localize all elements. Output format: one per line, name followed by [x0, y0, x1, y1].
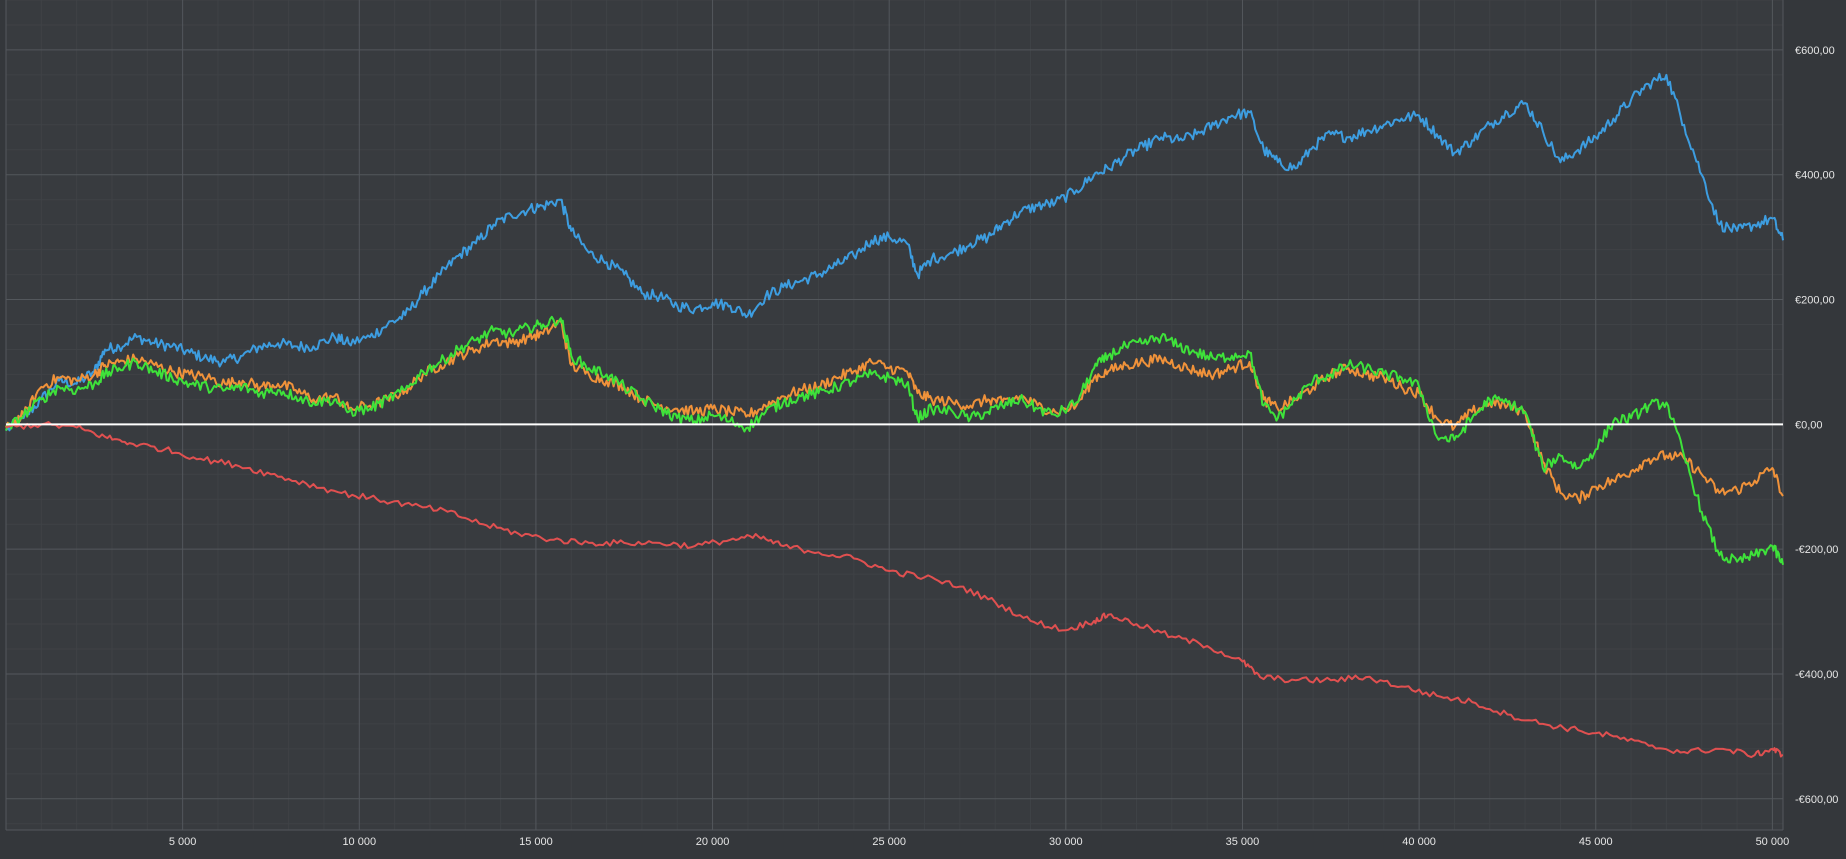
x-tick-label: 25 000 — [872, 836, 906, 848]
y-tick-label: -€400,00 — [1795, 669, 1838, 681]
x-tick-label: 50 000 — [1756, 836, 1790, 848]
y-tick-label: -€600,00 — [1795, 794, 1838, 806]
x-tick-label: 10 000 — [342, 836, 376, 848]
x-tick-label: 5 000 — [169, 836, 197, 848]
y-tick-label: -€200,00 — [1795, 544, 1838, 556]
y-axis: €600,00 €400,00 €200,00 €0,00 -€200,00 -€400,… — [1795, 45, 1838, 806]
y-tick-label: €200,00 — [1795, 295, 1835, 307]
y-tick-label: €600,00 — [1795, 45, 1835, 57]
series-layer — [5, 72, 1784, 759]
series-line-4 — [5, 421, 1784, 759]
plot-area — [6, 0, 1783, 830]
y-tick-label: €400,00 — [1795, 170, 1835, 182]
x-tick-label: 40 000 — [1402, 836, 1436, 848]
x-axis: 5 000 10 000 15 000 20 000 25 000 30 000 35 00… — [169, 836, 1789, 848]
series-line-1 — [5, 72, 1784, 432]
major-grid — [5, 0, 1784, 831]
x-tick-label: 30 000 — [1049, 836, 1083, 848]
x-tick-label: 15 000 — [519, 836, 553, 848]
x-tick-label: 35 000 — [1226, 836, 1260, 848]
x-tick-label: 45 000 — [1579, 836, 1613, 848]
series-line-3 — [5, 315, 1784, 565]
x-tick-label: 20 000 — [696, 836, 730, 848]
y-tick-label: €0,00 — [1795, 419, 1823, 431]
minor-grid — [6, 0, 1783, 830]
